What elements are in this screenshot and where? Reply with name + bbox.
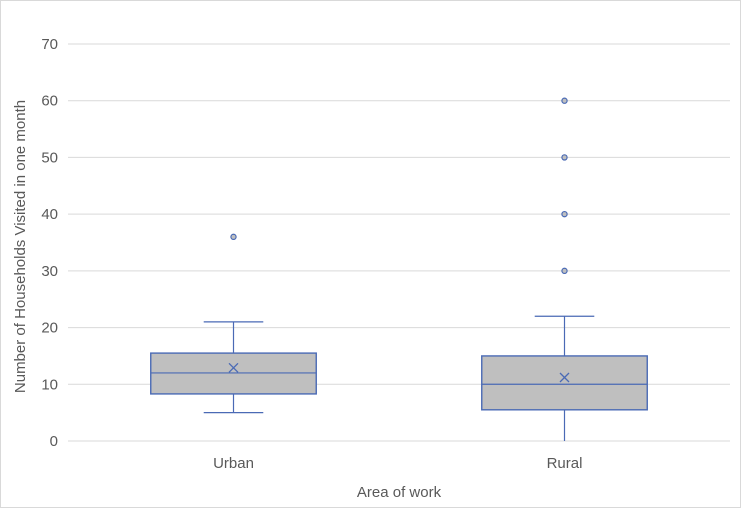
box-rural [481,97,648,441]
interquartile-box [481,355,648,411]
x-tick-label: Urban [213,455,254,472]
y-tick-label: 50 [41,149,58,166]
y-tick-label: 20 [41,320,58,337]
outlier-point [230,233,237,241]
outlier-point [561,97,568,104]
y-tick-label: 10 [41,376,58,393]
box-urban [150,233,317,414]
y-tick-label: 60 [41,93,58,110]
outlier-point [561,267,568,275]
mean-marker [559,372,570,383]
x-axis-title: Area of work [357,484,442,501]
y-tick-label: 40 [41,206,58,223]
mean-marker [228,362,239,373]
outlier-point [561,210,568,218]
y-tick-label: 70 [41,36,58,53]
y-axis-tick-labels: 0 10 20 30 40 50 60 70 [41,36,58,450]
outlier-point [561,154,568,161]
x-tick-label: Rural [547,455,583,472]
y-axis-title: Number of Households Visited in one mont… [12,100,29,393]
y-tick-label: 30 [41,263,58,280]
box-series [150,97,648,441]
x-axis-tick-labels: Urban Rural [213,455,582,472]
y-tick-label: 0 [50,433,58,450]
